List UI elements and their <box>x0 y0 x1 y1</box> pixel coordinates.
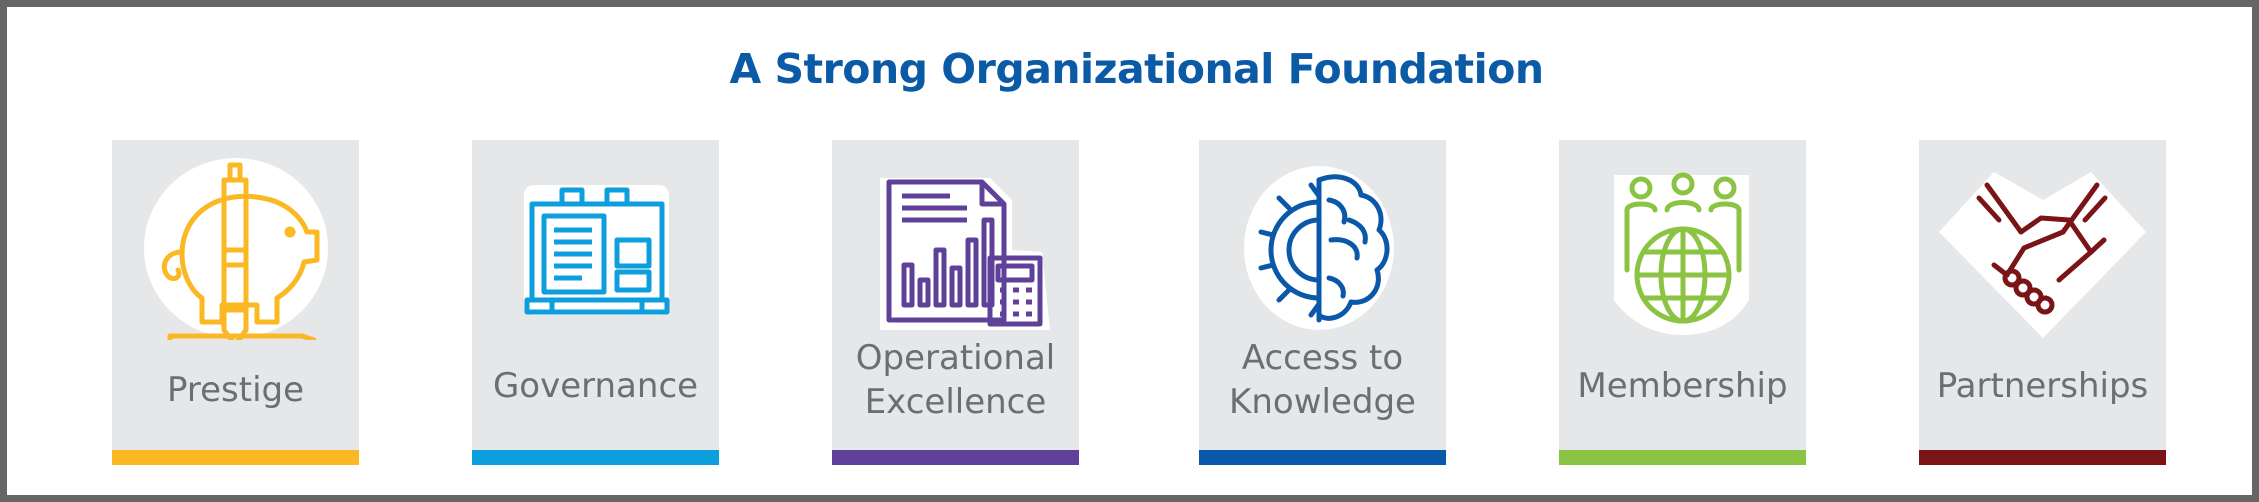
page-title: A Strong Organizational Foundation <box>729 45 1544 93</box>
card-governance: Governance <box>472 140 719 465</box>
card-label: Governance <box>492 366 699 406</box>
people-globe-icon <box>1614 172 1749 335</box>
piggy-bank-icon <box>144 158 328 340</box>
card-membership: Membership <box>1559 140 1806 465</box>
card-access-to-knowledge: Access to Knowledge <box>1199 140 1446 465</box>
card-color-bar <box>1199 450 1446 465</box>
briefcase-document-icon <box>524 185 670 315</box>
gear-brain-icon <box>1244 166 1394 330</box>
card-color-bar <box>1919 450 2166 465</box>
card-prestige: Prestige <box>112 140 359 465</box>
card-color-bar <box>1559 450 1806 465</box>
report-calculator-icon <box>880 178 1050 330</box>
handshake-icon <box>1939 172 2146 338</box>
card-label: Partnerships <box>1936 366 2149 406</box>
card-label: Prestige <box>166 370 305 410</box>
card-partnerships: Partnerships <box>1919 140 2166 465</box>
card-label: Membership <box>1577 366 1788 406</box>
card-color-bar <box>832 450 1079 465</box>
card-operational-excellence: Operational Excellence <box>832 140 1079 465</box>
card-label: Access to Knowledge <box>1229 338 1416 422</box>
card-color-bar <box>112 450 359 465</box>
card-color-bar <box>472 450 719 465</box>
card-label: Operational Excellence <box>855 338 1056 422</box>
